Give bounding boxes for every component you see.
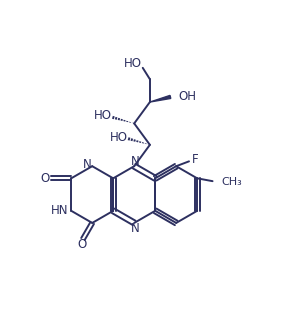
- Polygon shape: [150, 95, 171, 102]
- Text: F: F: [191, 153, 198, 166]
- Text: N: N: [131, 221, 139, 235]
- Text: N: N: [83, 158, 91, 171]
- Text: O: O: [40, 172, 50, 185]
- Text: HO: HO: [94, 109, 112, 122]
- Text: O: O: [77, 238, 86, 251]
- Text: CH₃: CH₃: [221, 177, 242, 187]
- Text: HN: HN: [51, 204, 68, 217]
- Text: OH: OH: [178, 90, 197, 103]
- Text: N: N: [131, 155, 139, 168]
- Text: HO: HO: [110, 131, 128, 144]
- Text: HO: HO: [124, 57, 142, 70]
